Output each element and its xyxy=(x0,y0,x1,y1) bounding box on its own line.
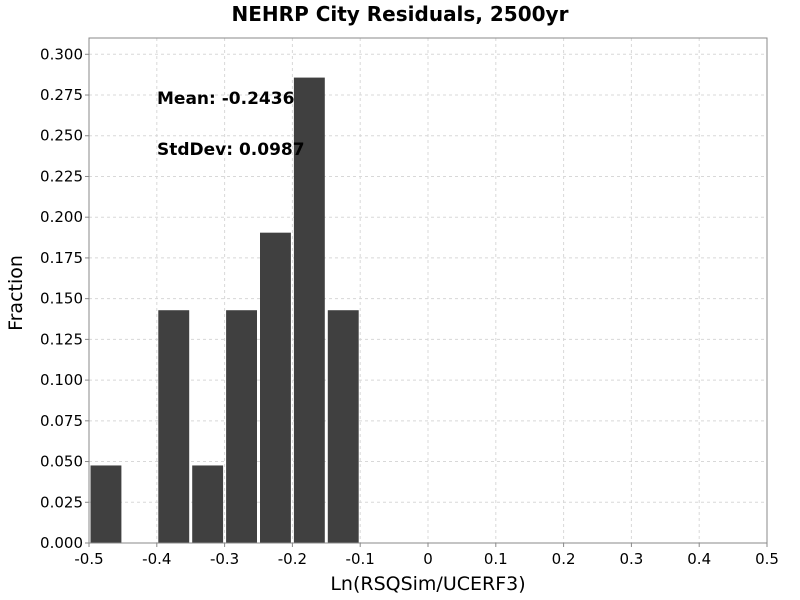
x-axis-label: Ln(RSQSim/UCERF3) xyxy=(330,573,525,595)
histogram-bar xyxy=(158,310,190,543)
y-tick-label: 0.050 xyxy=(40,453,83,471)
y-tick-label: 0.000 xyxy=(40,534,83,552)
y-tick-label: 0.300 xyxy=(40,45,83,63)
x-tick-label: -0.5 xyxy=(74,550,103,568)
stddev-annotation: StdDev: 0.0987 xyxy=(157,140,305,160)
y-tick-label: 0.275 xyxy=(40,86,83,104)
y-axis-ticks: 0.000 0.025 0.050 0.075 0.100 0.125 0.150 0.175… xyxy=(40,45,89,552)
y-tick-label: 0.175 xyxy=(40,249,83,267)
y-tick-label: 0.200 xyxy=(40,208,83,226)
y-axis-label: Fraction xyxy=(5,255,27,331)
x-tick-label: -0.1 xyxy=(346,550,375,568)
chart-title: NEHRP City Residuals, 2500yr xyxy=(232,2,569,26)
y-tick-label: 0.225 xyxy=(40,167,83,185)
x-tick-label: -0.2 xyxy=(278,550,307,568)
histogram-bar xyxy=(226,310,257,543)
x-axis-ticks: -0.5 -0.4 -0.3 -0.2 -0.1 0 0.1 0.2 0.3 0.4 0.5 xyxy=(74,543,779,568)
y-tick-label: 0.100 xyxy=(40,371,83,389)
y-tick-label: 0.250 xyxy=(40,127,83,145)
histogram-bar xyxy=(293,77,325,544)
bars xyxy=(90,77,359,544)
y-tick-label: 0.125 xyxy=(40,330,83,348)
y-tick-label: 0.025 xyxy=(40,493,83,511)
mean-annotation: Mean: -0.2436 xyxy=(157,89,294,109)
histogram-bar xyxy=(90,465,122,543)
x-tick-label: 0.2 xyxy=(552,550,576,568)
x-tick-label: -0.3 xyxy=(210,550,239,568)
x-tick-label: 0.5 xyxy=(755,550,779,568)
grid-lines xyxy=(88,38,768,544)
y-tick-label: 0.075 xyxy=(40,412,83,430)
x-tick-label: 0.1 xyxy=(484,550,508,568)
histogram-bar xyxy=(260,232,291,543)
histogram-bar xyxy=(192,465,224,543)
x-tick-label: -0.4 xyxy=(142,550,171,568)
histogram-bar xyxy=(327,310,359,543)
x-tick-label: 0 xyxy=(423,550,433,568)
x-tick-label: 0.4 xyxy=(687,550,711,568)
y-tick-label: 0.150 xyxy=(40,290,83,308)
x-tick-label: 0.3 xyxy=(619,550,643,568)
